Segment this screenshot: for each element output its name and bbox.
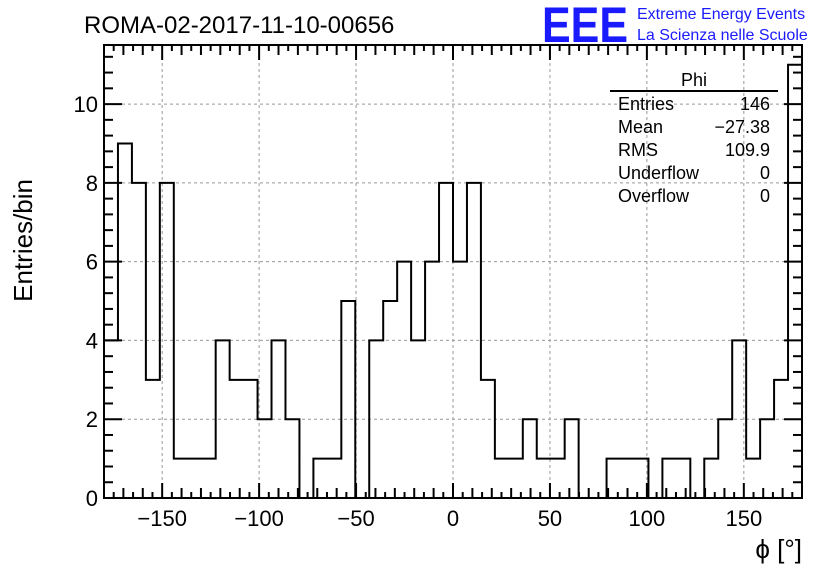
- stats-title: Phi: [681, 70, 707, 90]
- y-tick-label: 10: [74, 92, 98, 117]
- stats-label: Entries: [618, 94, 674, 114]
- stats-value: 109.9: [725, 140, 770, 160]
- stats-value: 0: [760, 186, 770, 206]
- y-tick-label: 4: [86, 328, 98, 353]
- stats-label: Overflow: [618, 186, 690, 206]
- x-tick-labels: −150 −100 −50 0 50 100 150: [137, 506, 762, 531]
- stats-box: Phi Entries 146 Mean −27.38 RMS 109.9 Underflo…: [610, 70, 778, 206]
- y-axis-label: Entries/bin: [8, 179, 38, 302]
- logo-subtitle-1: Extreme Energy Events: [637, 6, 805, 23]
- x-tick-label: −150: [137, 506, 187, 531]
- x-tick-label: 50: [538, 506, 562, 531]
- stats-value: −27.38: [714, 117, 770, 137]
- x-axis-label: ϕ [°]: [755, 534, 802, 564]
- eee-logo: EEE Extreme Energy Events La Scienza nel…: [542, 0, 808, 53]
- run-title: ROMA-02-2017-11-10-00656: [84, 12, 394, 39]
- axis-ticks: [104, 45, 802, 499]
- stats-label: Underflow: [618, 163, 700, 183]
- stats-value: 0: [760, 163, 770, 183]
- grid-lines: [104, 45, 802, 498]
- x-tick-label: 100: [629, 506, 666, 531]
- x-tick-label: 0: [447, 506, 459, 531]
- x-tick-label: −100: [234, 506, 284, 531]
- stats-label: RMS: [618, 140, 658, 160]
- y-tick-label: 2: [86, 407, 98, 432]
- stats-label: Mean: [618, 117, 663, 137]
- y-tick-labels: 0 2 4 6 8 10: [74, 92, 98, 511]
- stats-value: 146: [740, 94, 770, 114]
- y-tick-label: 0: [86, 486, 98, 511]
- y-tick-label: 6: [86, 250, 98, 275]
- x-tick-label: −50: [337, 506, 374, 531]
- stats-rows: Entries 146 Mean −27.38 RMS 109.9 Underflow 0 Ov…: [618, 94, 770, 206]
- x-tick-label: 150: [725, 506, 762, 531]
- y-tick-label: 8: [86, 171, 98, 196]
- logo-subtitle-2: La Scienza nelle Scuole: [637, 27, 808, 44]
